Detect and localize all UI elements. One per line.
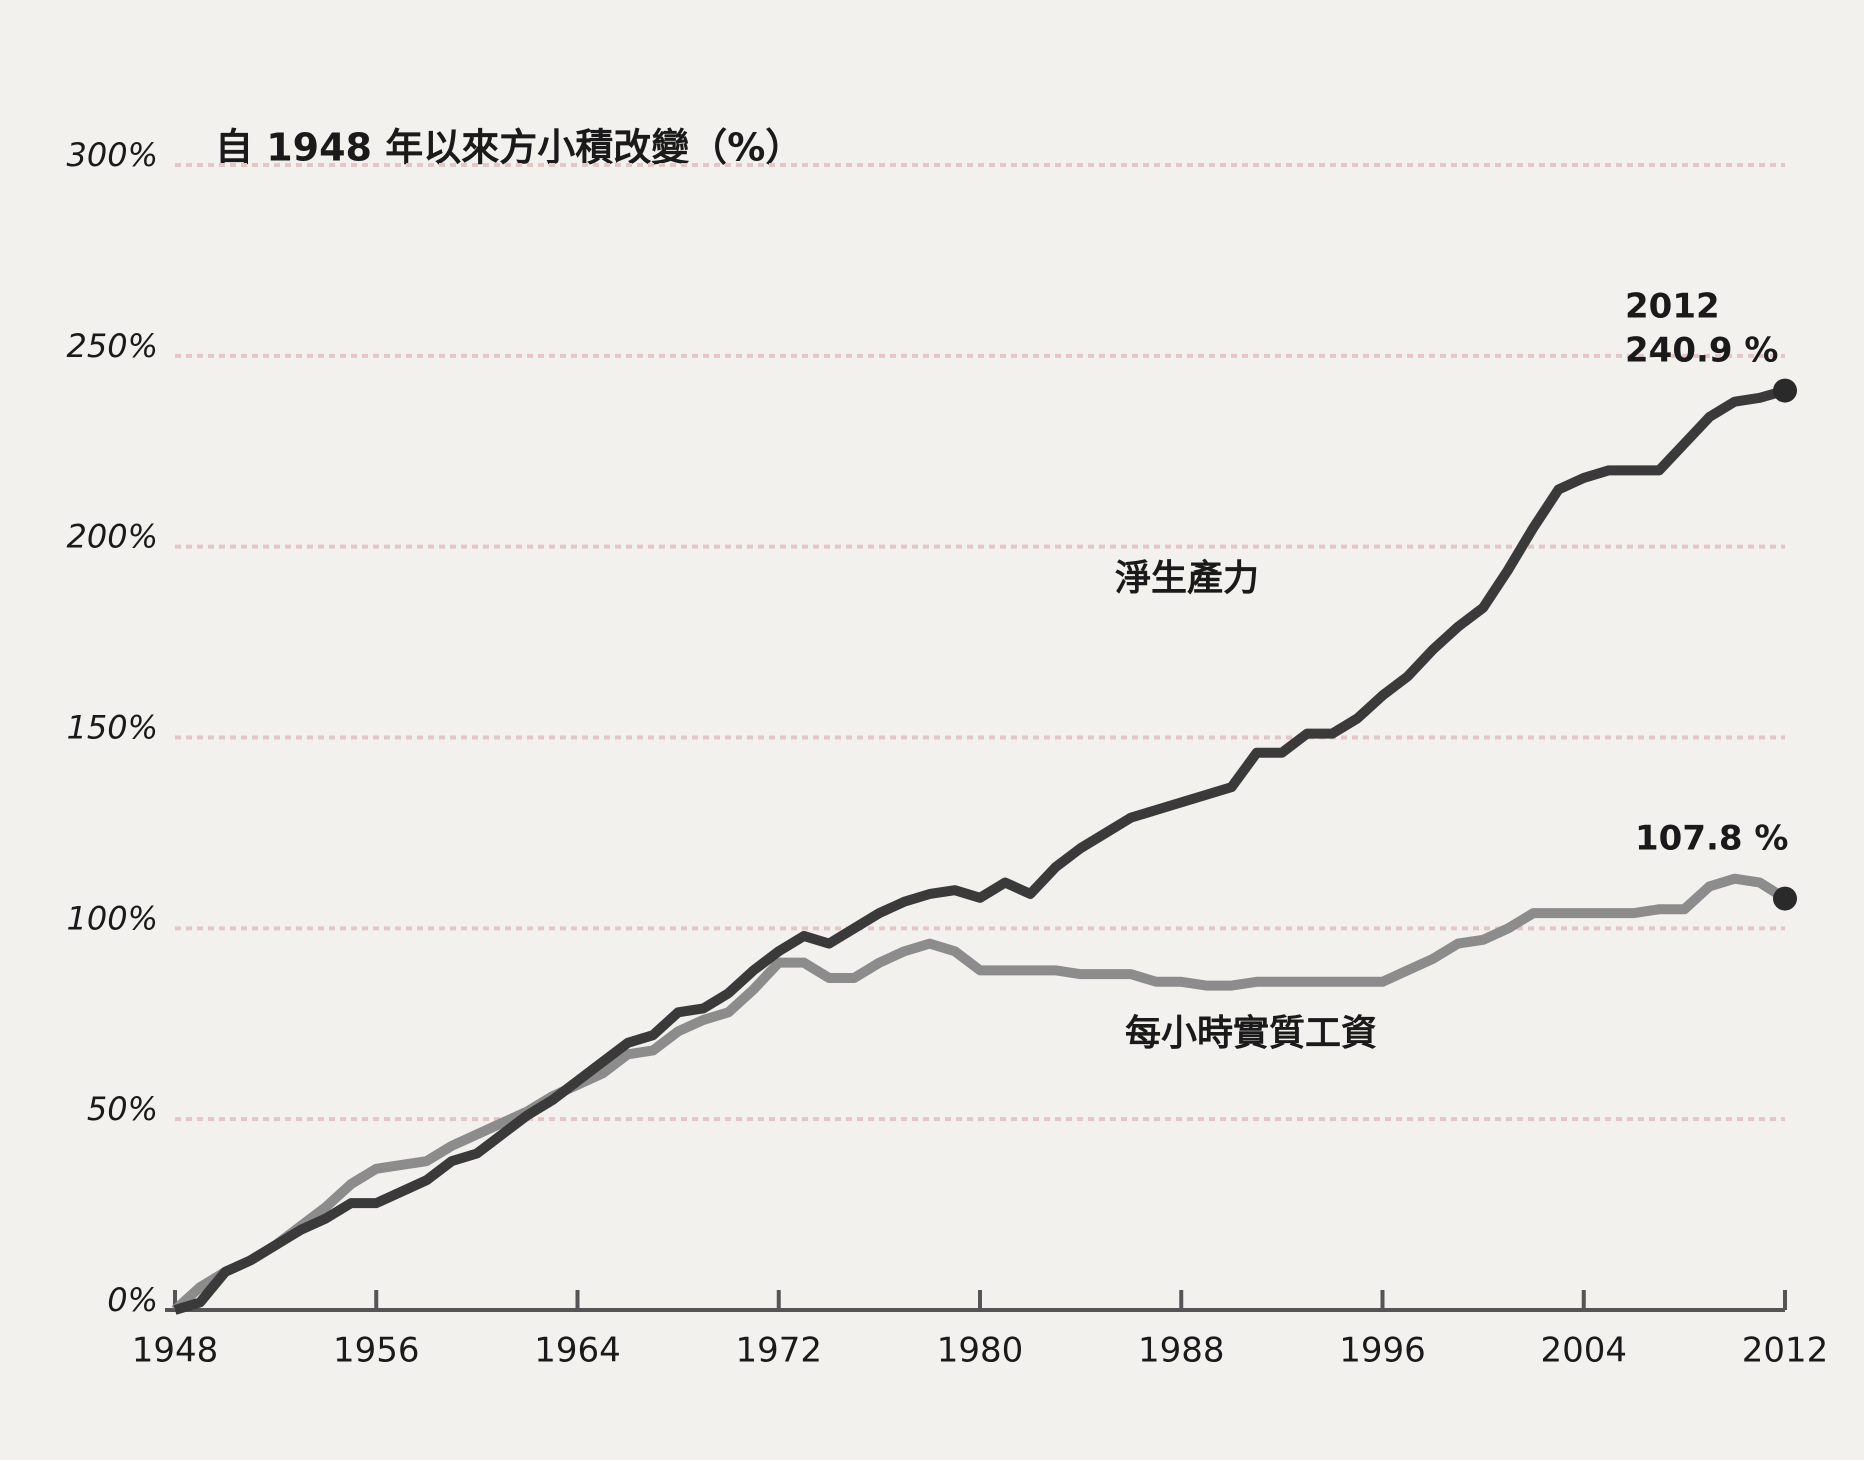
annotation: 240.9 % (1625, 331, 1778, 371)
x-tick-label: 1956 (333, 1331, 420, 1371)
x-tick-label: 1988 (1138, 1331, 1225, 1371)
y-tick-label: 300% (67, 136, 158, 174)
x-tick-label: 2012 (1742, 1331, 1829, 1371)
y-tick-label: 50% (87, 1090, 158, 1128)
x-tick-label: 1996 (1339, 1331, 1426, 1371)
chart-title: 自 1948 年以來方小積改變（%） (215, 126, 803, 170)
x-tick-label: 1964 (534, 1331, 621, 1371)
x-tick-label: 1972 (735, 1331, 822, 1371)
x-tick-label: 1980 (937, 1331, 1024, 1371)
annotation: 107.8 % (1635, 819, 1788, 859)
y-tick-label: 150% (67, 709, 158, 747)
annotation: 2012 (1625, 287, 1720, 327)
y-tick-label: 100% (67, 899, 158, 937)
x-tick-label: 1948 (132, 1331, 219, 1371)
end-point (1773, 886, 1797, 911)
y-tick-label: 200% (67, 518, 158, 556)
series-line (173, 385, 1787, 1315)
end-point (1773, 378, 1797, 403)
series-line (171, 873, 1788, 1314)
y-tick-label: 250% (67, 327, 158, 365)
series-label: 淨生產力 (1115, 558, 1259, 599)
x-tick-label: 2004 (1540, 1331, 1627, 1371)
series-label: 每小時實質工資 (1125, 1012, 1377, 1054)
y-tick-label: 0% (107, 1281, 158, 1319)
